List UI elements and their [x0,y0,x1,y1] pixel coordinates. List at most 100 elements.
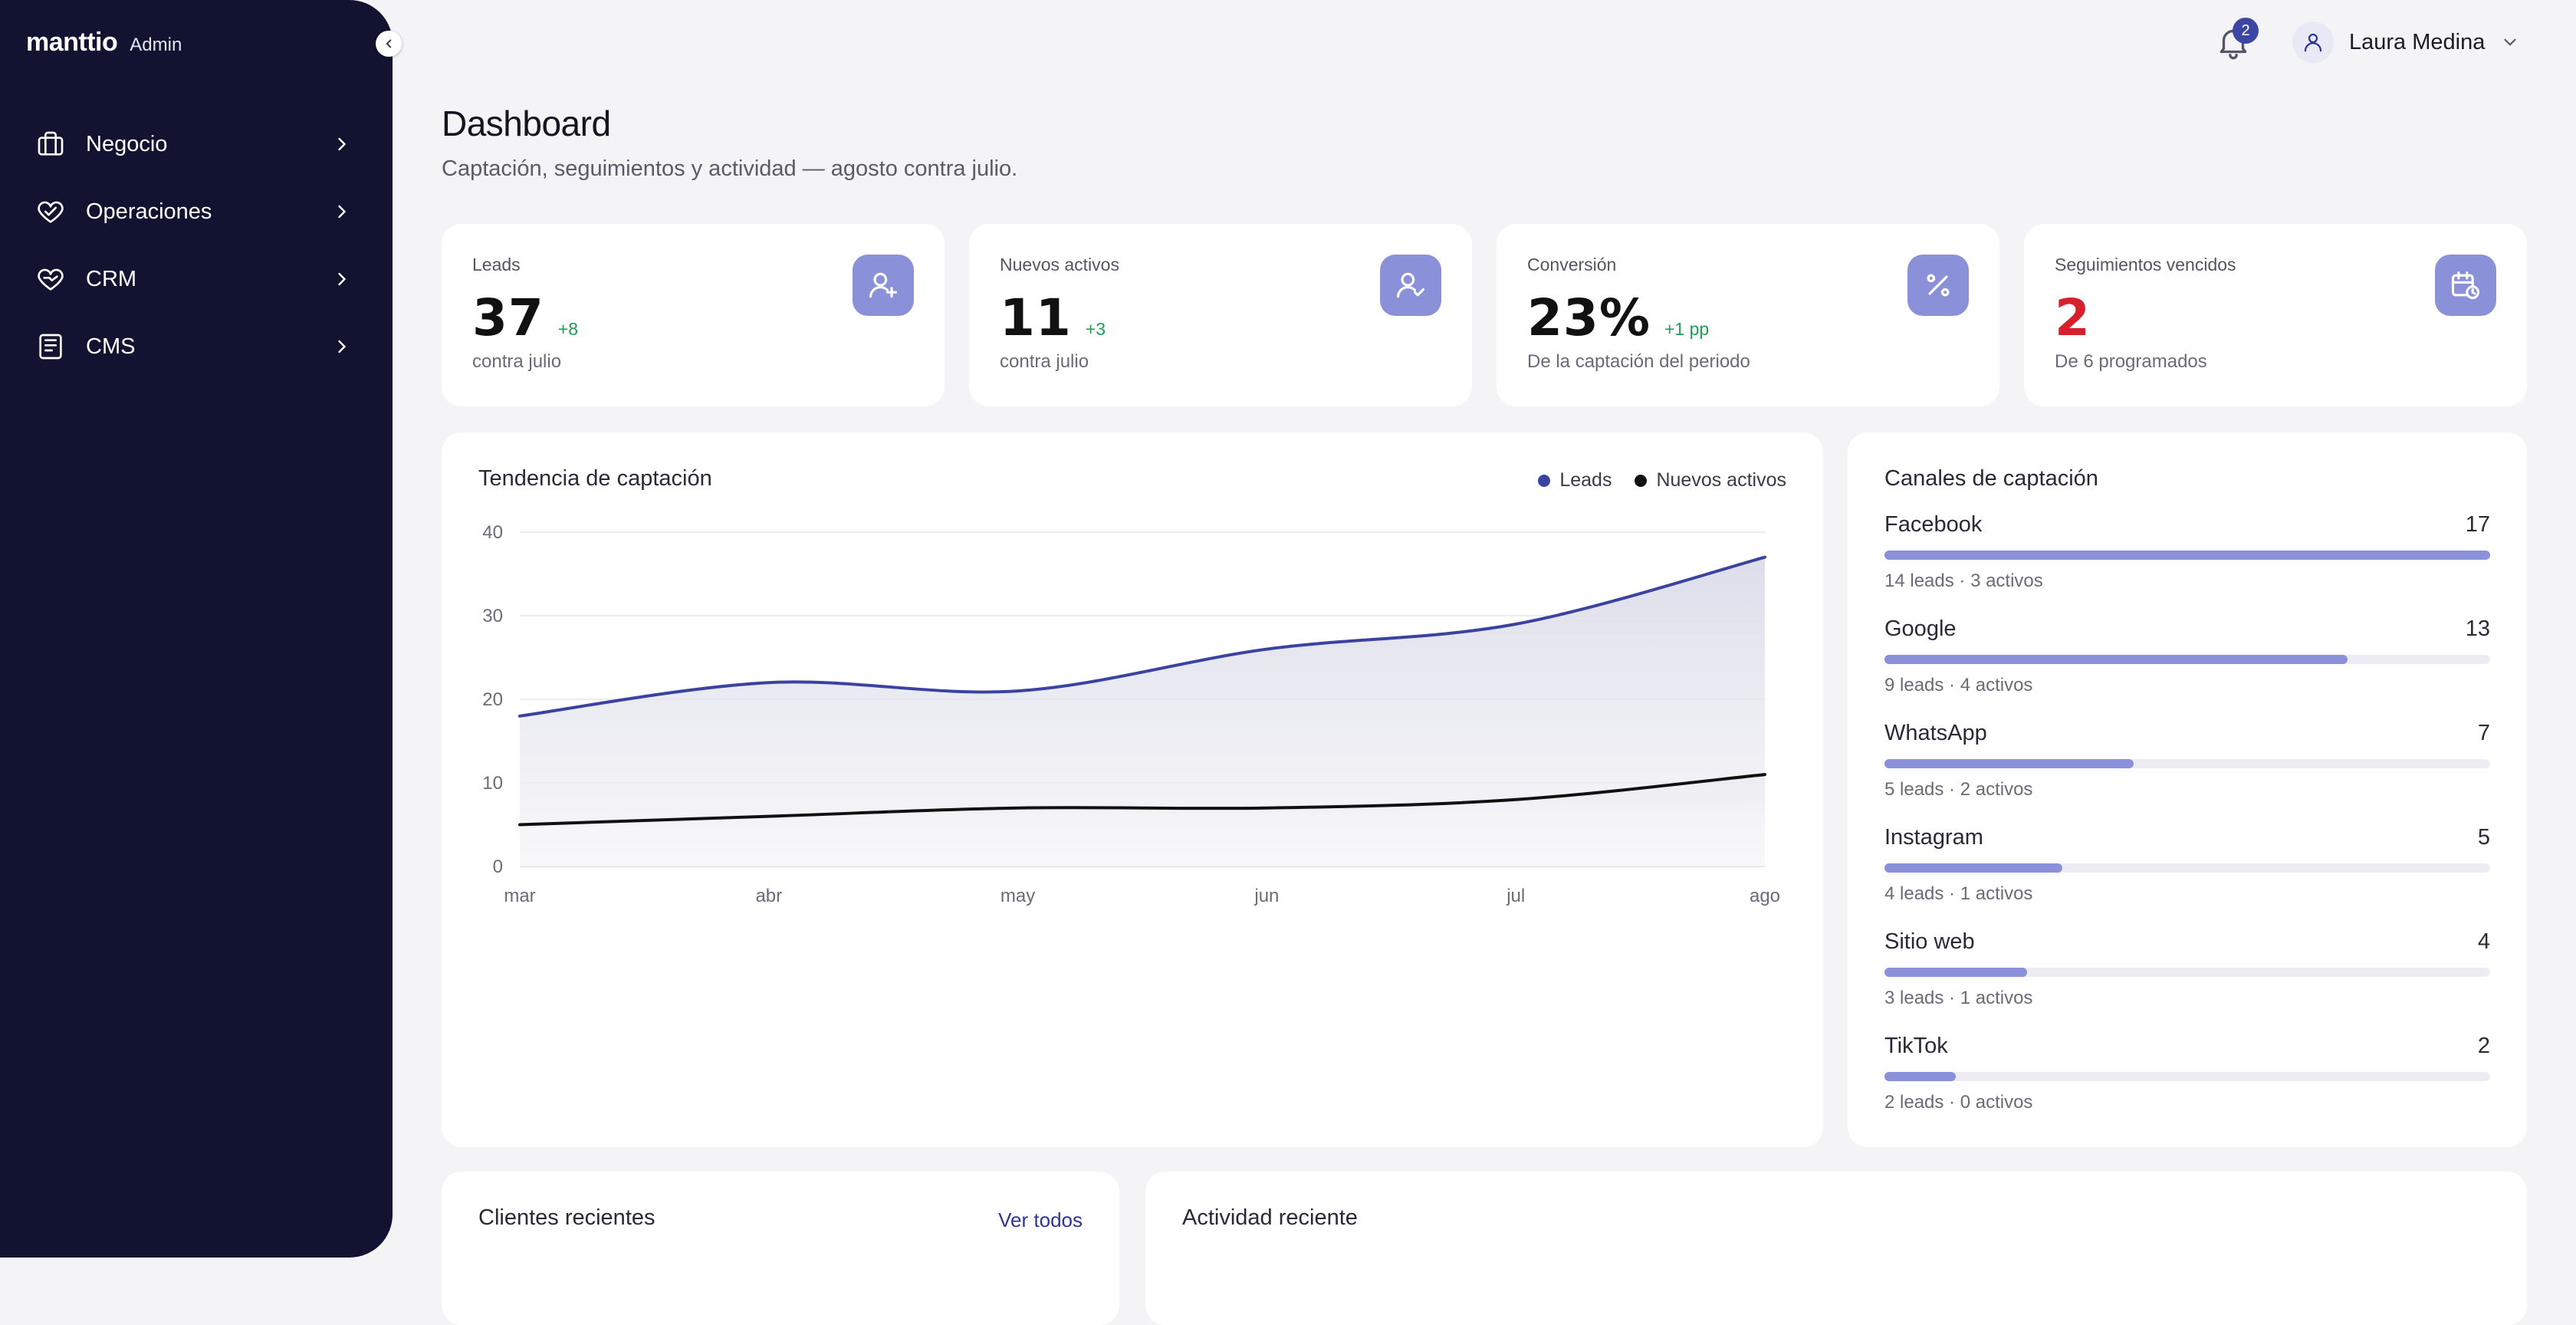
chevron-right-icon [331,133,353,155]
x-tick-label: may [1001,886,1035,906]
channel-bar-track [1884,655,2490,664]
recent-activity-title: Actividad reciente [1182,1205,1358,1231]
chevron-right-icon [331,201,353,222]
channel-total: 7 [2478,721,2490,746]
kpi-label: Leads [472,255,521,275]
avatar [2292,21,2334,63]
recent-clients-card: Clientes recientes Ver todos [442,1172,1119,1325]
calendar-clock-icon [2435,255,2496,316]
sidebar-item-cms[interactable]: CMS [0,313,393,380]
brand-logo: manttio [26,28,117,58]
user-name: Laura Medina [2349,30,2485,55]
trend-chart: 0 10 20 30 40 mar abr may jun jul ago [442,432,1823,1147]
channel-name: TikTok [1884,1034,1948,1059]
brand[interactable]: manttio Admin [26,28,182,58]
y-tick-label: 10 [482,773,503,794]
sidebar-item-operaciones[interactable]: Operaciones [0,178,393,245]
kpi-delta: +3 [1086,319,1106,340]
trend-card: Tendencia de captación Leads Nuevos acti… [442,432,1823,1147]
channel-bar-fill [1884,551,2490,560]
channel-bar-fill [1884,1072,1956,1081]
recent-clients-title: Clientes recientes [478,1205,656,1231]
channel-row: Sitio web 4 3 leads · 1 activos [1884,929,2490,1014]
kpi-value: 23% [1527,288,1651,347]
brand-role: Admin [130,35,182,56]
kpi-delta: +8 [558,319,578,340]
user-icon [2302,31,2325,54]
sidebar-item-crm[interactable]: CRM [0,245,393,313]
x-tick-label: mar [504,886,535,906]
channel-total: 4 [2478,929,2490,955]
channel-name: Sitio web [1884,929,1975,955]
heart-handshake-icon [35,196,66,227]
x-tick-label: jun [1254,886,1279,906]
kpi-value: 11 [1000,288,1072,347]
user-check-icon [1380,255,1441,316]
user-menu[interactable]: Laura Medina [2292,21,2520,63]
x-tick-label: abr [755,886,782,906]
handshake-heart-icon [35,264,66,294]
channel-bar-track [1884,968,2490,977]
page-subtitle: Captación, seguimientos y actividad — ag… [442,156,1017,182]
channel-row: TikTok 2 2 leads · 0 activos [1884,1034,2490,1118]
channel-bar-fill [1884,759,2134,768]
kpi-footnote: contra julio [472,351,561,373]
recent-activity-card: Actividad reciente [1145,1172,2527,1325]
sidebar-item-label: CMS [86,334,135,360]
notification-badge: 2 [2233,18,2259,44]
channel-bar-track [1884,759,2490,768]
channels-title: Canales de captación [1884,466,2098,492]
kpi-label: Seguimientos vencidos [2055,255,2236,275]
channel-name: Instagram [1884,825,1983,850]
sidebar-item-negocio[interactable]: Negocio [0,110,393,178]
channel-total: 13 [2466,616,2490,642]
kpi-value: 2 [2055,288,2091,347]
percent-icon [1907,255,1969,316]
channel-name: Facebook [1884,512,1982,538]
y-tick-label: 0 [493,856,503,877]
channel-bar-fill [1884,863,2062,873]
kpi-card-conversion: Conversión 23% +1 pp De la captación del… [1497,224,1999,406]
view-all-link[interactable]: Ver todos [998,1208,1083,1232]
kpi-footnote: De la captación del periodo [1527,351,1750,373]
y-tick-label: 20 [482,689,503,710]
channel-name: Google [1884,616,1957,642]
sidebar-collapse-button[interactable] [376,31,402,57]
channel-bar-fill [1884,968,2027,977]
sidebar: manttio Admin Negocio Operaciones CRM [0,0,393,1258]
channel-total: 17 [2466,512,2490,538]
chevron-right-icon [331,336,353,357]
channel-detail: 4 leads · 1 activos [1884,883,2032,905]
y-tick-label: 40 [482,522,503,543]
x-tick-label: ago [1750,886,1780,906]
sidebar-nav: Negocio Operaciones CRM CMS [0,110,393,380]
channel-row: Instagram 5 4 leads · 1 activos [1884,825,2490,909]
channel-total: 5 [2478,825,2490,850]
channel-bar-track [1884,1072,2490,1081]
channel-detail: 9 leads · 4 activos [1884,675,2032,696]
kpi-delta: +1 pp [1664,319,1709,340]
kpi-label: Nuevos activos [1000,255,1119,275]
sidebar-item-label: Negocio [86,132,167,157]
chevron-down-icon [2500,32,2520,52]
kpi-card-seguimientos: Seguimientos vencidos 2 De 6 programados [2024,224,2527,406]
briefcase-icon [35,129,66,159]
x-tick-label: jul [1506,886,1525,906]
chevron-right-icon [331,268,353,290]
y-tick-label: 30 [482,606,503,626]
kpi-footnote: De 6 programados [2055,351,2207,373]
kpi-label: Conversión [1527,255,1616,275]
channel-detail: 3 leads · 1 activos [1884,988,2032,1009]
user-plus-icon [853,255,914,316]
channel-name: WhatsApp [1884,721,1987,746]
chevron-left-icon [382,37,396,51]
kpi-card-leads: Leads 37 +8 contra julio [442,224,945,406]
sidebar-item-label: CRM [86,267,136,292]
channel-total: 2 [2478,1034,2490,1059]
channel-row: Google 13 9 leads · 4 activos [1884,616,2490,701]
page-title: Dashboard [442,103,611,144]
channel-detail: 2 leads · 0 activos [1884,1092,2032,1113]
